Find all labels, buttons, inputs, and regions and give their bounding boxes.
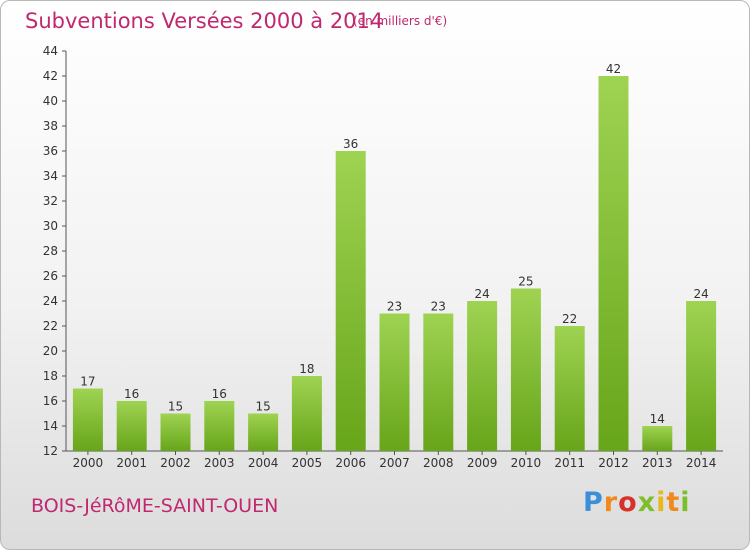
bar-2000 <box>72 388 103 451</box>
bar-2008 <box>423 313 454 451</box>
bar-2001 <box>116 401 147 451</box>
data-label-2004: 15 <box>255 400 270 414</box>
data-label-2007: 23 <box>387 300 402 314</box>
y-tick-label: 18 <box>43 369 58 383</box>
bar-2004 <box>248 413 279 451</box>
x-tick-label-2002: 2002 <box>160 456 191 470</box>
x-tick-label-2009: 2009 <box>467 456 498 470</box>
chart-title: Subventions Versées 2000 à 2014 <box>25 9 384 33</box>
data-label-2006: 36 <box>343 137 358 151</box>
bar-2012 <box>598 76 629 451</box>
data-label-2008: 23 <box>431 300 446 314</box>
x-tick-label-2014: 2014 <box>686 456 717 470</box>
x-tick-label-2013: 2013 <box>642 456 673 470</box>
y-tick-label: 26 <box>43 269 58 283</box>
y-tick-label: 20 <box>43 344 58 358</box>
y-tick-label: 42 <box>43 69 58 83</box>
data-label-2013: 14 <box>650 412 665 426</box>
bar-2005 <box>291 376 322 451</box>
data-label-2010: 25 <box>518 275 533 289</box>
x-tick-label-2000: 2000 <box>73 456 104 470</box>
x-tick-label-2001: 2001 <box>116 456 147 470</box>
x-tick-label-2011: 2011 <box>554 456 585 470</box>
y-tick-label: 34 <box>43 169 58 183</box>
bar-2011 <box>554 326 585 451</box>
x-tick-label-2012: 2012 <box>598 456 629 470</box>
data-label-2005: 18 <box>299 362 314 376</box>
y-tick-label: 40 <box>43 94 58 108</box>
y-tick-label: 22 <box>43 319 58 333</box>
bar-2013 <box>642 426 673 451</box>
data-label-2001: 16 <box>124 387 139 401</box>
commune-name: BOIS-JéRôME-SAINT-OUEN <box>31 495 279 517</box>
x-tick-label-2007: 2007 <box>379 456 410 470</box>
data-label-2003: 16 <box>212 387 227 401</box>
data-label-2011: 22 <box>562 312 577 326</box>
x-tick-label-2005: 2005 <box>292 456 323 470</box>
units-label: (en milliers d'€) <box>353 14 448 28</box>
bar-2009 <box>467 301 498 451</box>
x-tick-label-2008: 2008 <box>423 456 454 470</box>
y-tick-label: 38 <box>43 119 58 133</box>
y-tick-label: 36 <box>43 144 58 158</box>
x-tick-label-2006: 2006 <box>335 456 366 470</box>
y-tick-label: 44 <box>43 44 58 58</box>
y-tick-label: 24 <box>43 294 58 308</box>
y-tick-label: 30 <box>43 219 58 233</box>
y-tick-label: 14 <box>43 419 58 433</box>
bar-2003 <box>204 401 235 451</box>
data-label-2014: 24 <box>693 287 708 301</box>
x-tick-label-2004: 2004 <box>248 456 279 470</box>
y-tick-label: 12 <box>43 444 58 458</box>
data-label-2000: 17 <box>80 375 95 389</box>
bar-2007 <box>379 313 410 451</box>
y-tick-label: 16 <box>43 394 58 408</box>
bar-2014 <box>686 301 717 451</box>
bar-2010 <box>510 288 541 451</box>
data-label-2009: 24 <box>474 287 489 301</box>
bar-2002 <box>160 413 191 451</box>
proxiti-logo: Proxiti <box>583 487 691 518</box>
x-tick-label-2003: 2003 <box>204 456 235 470</box>
bar-2006 <box>335 151 366 451</box>
y-tick-label: 28 <box>43 244 58 258</box>
data-label-2002: 15 <box>168 400 183 414</box>
data-label-2012: 42 <box>606 62 621 76</box>
x-tick-label-2010: 2010 <box>511 456 542 470</box>
y-tick-label: 32 <box>43 194 58 208</box>
